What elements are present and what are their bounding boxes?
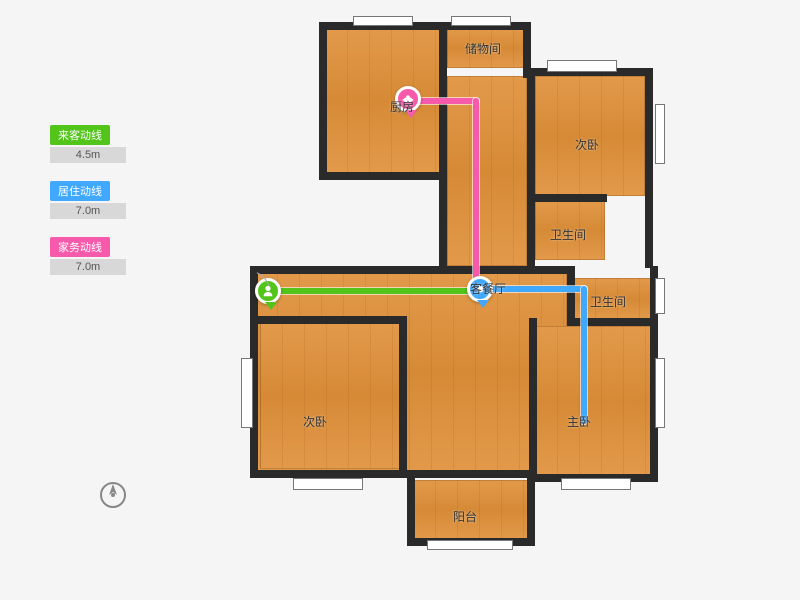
wall bbox=[567, 266, 575, 322]
window bbox=[427, 540, 513, 550]
legend-item-housework: 家务动线 7.0m bbox=[50, 237, 126, 275]
window bbox=[293, 478, 363, 490]
window bbox=[655, 104, 665, 164]
wall bbox=[645, 68, 653, 268]
room-hall-upper bbox=[447, 76, 527, 266]
legend: 来客动线 4.5m 居住动线 7.0m 家务动线 7.0m bbox=[50, 125, 126, 293]
room-master bbox=[535, 326, 653, 476]
wall bbox=[250, 316, 405, 324]
legend-item-guest: 来客动线 4.5m bbox=[50, 125, 126, 163]
room-label-bed2-top: 次卧 bbox=[575, 136, 599, 153]
legend-label: 来客动线 bbox=[50, 125, 110, 145]
window bbox=[655, 278, 665, 314]
legend-value: 4.5m bbox=[50, 147, 126, 163]
marker-tail bbox=[477, 300, 489, 308]
wall bbox=[527, 68, 535, 268]
compass-icon bbox=[98, 480, 128, 510]
room-label-storage: 储物间 bbox=[465, 40, 501, 57]
floor-plan: 厨房储物间次卧卫生间卫生间客餐厅次卧主卧阳台 bbox=[195, 18, 685, 558]
path-living_line bbox=[581, 286, 587, 424]
wall bbox=[527, 470, 535, 544]
path-housework bbox=[473, 98, 479, 290]
marker-tail bbox=[265, 302, 277, 310]
window bbox=[655, 358, 665, 428]
wall bbox=[407, 470, 415, 544]
room-label-bed2-bot: 次卧 bbox=[303, 413, 327, 430]
path-guest bbox=[265, 288, 481, 294]
wall bbox=[403, 470, 535, 478]
room-label-bath2: 卫生间 bbox=[590, 293, 626, 310]
wall bbox=[250, 470, 410, 478]
wall bbox=[250, 266, 444, 274]
room-label-kitchen: 厨房 bbox=[390, 98, 414, 115]
window bbox=[561, 478, 631, 490]
window bbox=[547, 60, 617, 72]
window bbox=[353, 16, 413, 26]
wall bbox=[319, 172, 443, 180]
wall bbox=[439, 22, 447, 272]
room-label-living: 客餐厅 bbox=[470, 280, 506, 297]
room-label-balcony: 阳台 bbox=[453, 508, 477, 525]
legend-label: 居住动线 bbox=[50, 181, 110, 201]
legend-value: 7.0m bbox=[50, 259, 126, 275]
legend-item-living: 居住动线 7.0m bbox=[50, 181, 126, 219]
legend-value: 7.0m bbox=[50, 203, 126, 219]
wall bbox=[399, 316, 407, 476]
window bbox=[241, 358, 253, 428]
wall bbox=[319, 22, 327, 180]
room-label-master: 主卧 bbox=[567, 413, 591, 430]
room-bed2-bot bbox=[260, 323, 400, 469]
wall bbox=[527, 194, 607, 202]
window bbox=[451, 16, 511, 26]
wall bbox=[439, 266, 569, 274]
legend-label: 家务动线 bbox=[50, 237, 110, 257]
wall bbox=[529, 318, 537, 478]
room-label-bath1: 卫生间 bbox=[550, 226, 586, 243]
